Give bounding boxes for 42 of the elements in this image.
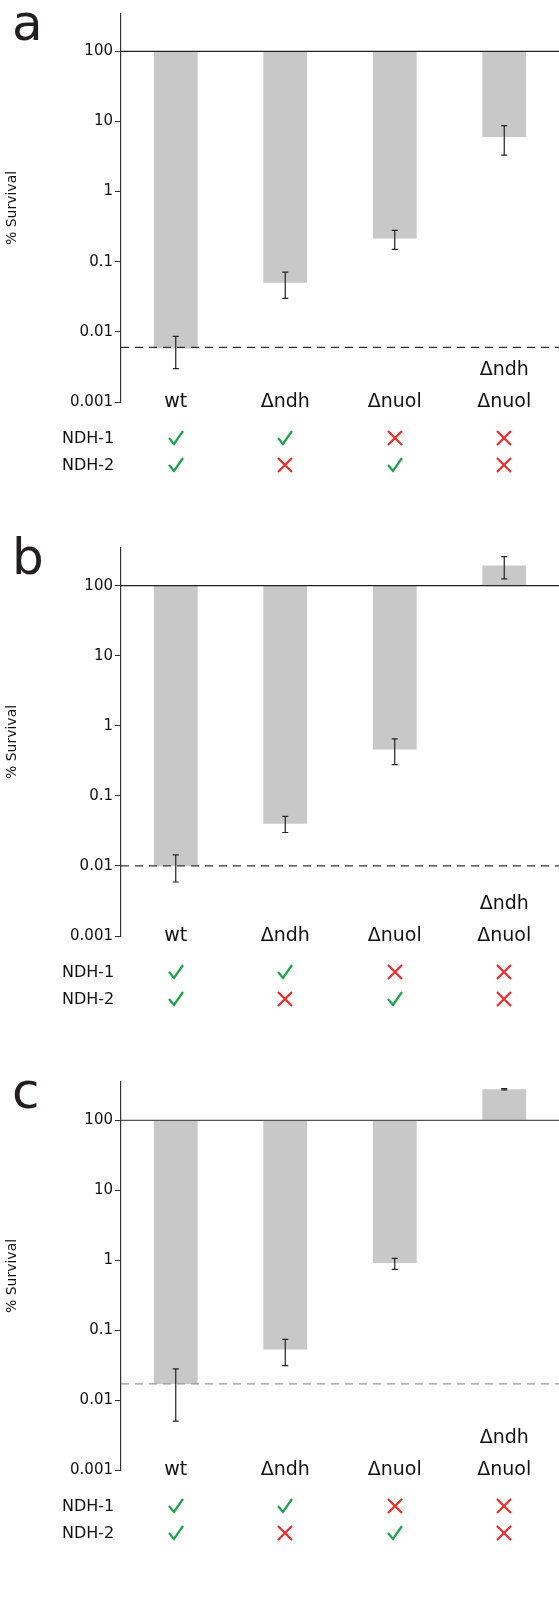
- y-axis-title: % Survival: [3, 704, 20, 780]
- text: NDH-2: [62, 989, 115, 1008]
- y-tick-label: 100: [84, 41, 113, 60]
- x-tick-label: Δndh: [260, 922, 310, 945]
- x-tick-label: Δndh: [260, 388, 310, 411]
- y-tick-label: 10: [93, 645, 113, 664]
- y-tick-label: 0.01: [79, 855, 113, 874]
- text: NDH-1: [62, 1496, 115, 1515]
- y-tick-label: 10: [93, 111, 113, 130]
- text: NDH-1: [62, 428, 115, 447]
- x-tick-label: Δnuol: [367, 1456, 422, 1479]
- chart-title: a: [12, 0, 43, 52]
- y-tick-label: 1: [103, 1250, 113, 1269]
- x-tick-label: Δndh: [260, 1456, 310, 1479]
- y-axis-title: % Survival: [3, 1238, 20, 1314]
- y-tick-label: 100: [84, 575, 113, 594]
- x-tick-label: Δndh Δnuol: [477, 890, 532, 945]
- text: NDH-2: [62, 455, 115, 474]
- text: NDH-1: [62, 962, 115, 981]
- y-tick-label: 10: [93, 1180, 113, 1199]
- x-tick-label: wt: [164, 922, 188, 945]
- y-tick-label: 1: [103, 181, 113, 200]
- y-tick-label: 0.001: [70, 391, 113, 410]
- x-tick-label: wt: [164, 1456, 188, 1479]
- x-tick-label: Δndh Δnuol: [477, 1424, 532, 1479]
- x-tick-label: Δndh Δnuol: [477, 356, 532, 411]
- y-tick-label: 0.01: [79, 1389, 113, 1408]
- y-tick-label: 0.1: [89, 251, 113, 270]
- y-tick-label: 0.1: [89, 785, 113, 804]
- y-axis-title: % Survival: [3, 170, 20, 246]
- y-tick-label: 0.1: [89, 1320, 113, 1339]
- x-tick-label: wt: [164, 388, 188, 411]
- y-tick-label: 0.01: [79, 321, 113, 340]
- y-tick-label: 0.001: [70, 925, 113, 944]
- y-tick-label: 1: [103, 715, 113, 734]
- y-tick-label: 0.001: [70, 1459, 113, 1478]
- y-tick-label: 100: [84, 1110, 113, 1129]
- text: NDH-2: [62, 1523, 115, 1542]
- x-tick-label: Δnuol: [367, 922, 422, 945]
- chart-title: c: [12, 1062, 40, 1120]
- chart-title: b: [12, 528, 44, 586]
- x-tick-label: Δnuol: [367, 388, 422, 411]
